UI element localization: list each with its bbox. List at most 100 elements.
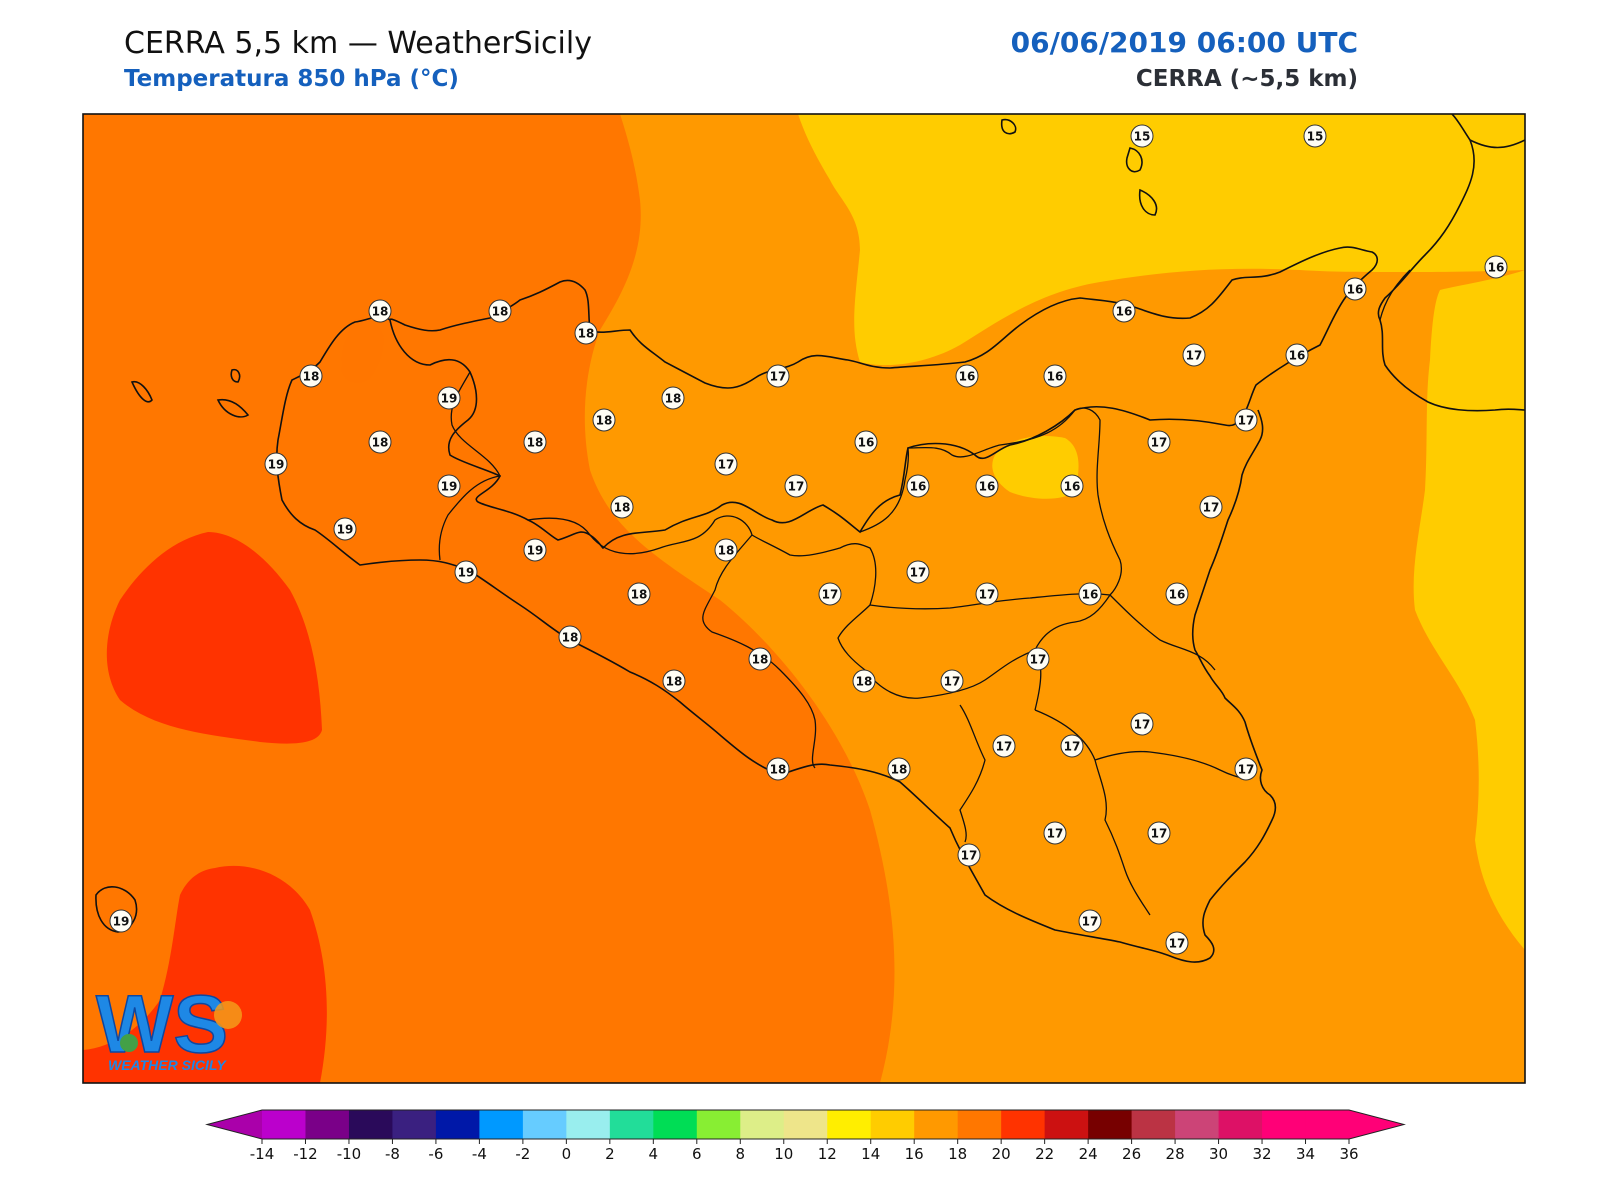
station-marker: 18 <box>662 669 686 693</box>
colorbar-tick-label: 0 <box>562 1145 572 1163</box>
station-marker-circle <box>940 669 964 693</box>
station-marker-circle <box>1165 931 1189 955</box>
band-20-22-southwest <box>83 865 327 1083</box>
station-marker: 15 <box>1303 124 1327 148</box>
station-marker-circle <box>1234 408 1258 432</box>
station-value: 17 <box>822 588 839 602</box>
station-marker: 17 <box>1234 757 1258 781</box>
station-marker: 18 <box>748 647 772 671</box>
border-catania-ragusa-siracusa <box>1034 709 1151 916</box>
colorbar-tick-label: 32 <box>1252 1145 1271 1163</box>
station-value: 16 <box>1289 349 1306 363</box>
station-marker-circle <box>748 647 772 671</box>
logo-globe-icon <box>120 1034 138 1052</box>
coastline <box>95 114 1525 963</box>
colorbar-cell <box>1044 1110 1089 1139</box>
vulcano-island <box>1138 188 1158 216</box>
station-marker-circle <box>1285 343 1309 367</box>
station-marker: 19 <box>454 560 478 584</box>
colorbar-tick-label: 36 <box>1339 1145 1358 1163</box>
station-value: 17 <box>1151 827 1168 841</box>
station-marker: 17 <box>818 582 842 606</box>
station-marker: 17 <box>1182 343 1206 367</box>
station-value: 16 <box>858 436 875 450</box>
station-marker-circle <box>887 757 911 781</box>
station-marker: 16 <box>906 474 930 498</box>
station-value: 17 <box>1082 915 1099 929</box>
map-frame <box>82 113 1526 1084</box>
station-marker-circle <box>714 538 738 562</box>
colorbar-cell <box>1218 1110 1263 1139</box>
station-marker-circle <box>1043 821 1067 845</box>
colorbar-cell <box>1088 1110 1133 1139</box>
station-value: 15 <box>1134 130 1151 144</box>
station-value: 18 <box>752 653 769 667</box>
station-marker-circle <box>661 386 685 410</box>
temperature-field <box>83 114 1525 1083</box>
colorbar-cell <box>435 1110 480 1139</box>
border-trapani-palermo <box>438 371 501 561</box>
station-marker: 17 <box>957 843 981 867</box>
station-marker-circle <box>906 474 930 498</box>
station-value: 17 <box>996 740 1013 754</box>
station-marker: 19 <box>437 386 461 410</box>
border-calabria <box>1379 269 1411 321</box>
station-value: 16 <box>1347 283 1364 297</box>
station-value: 18 <box>372 436 389 450</box>
station-marker-circle <box>1026 647 1050 671</box>
station-marker-circle <box>852 669 876 693</box>
station-marker: 19 <box>333 517 357 541</box>
station-value: 17 <box>788 480 805 494</box>
station-marker-circle <box>818 582 842 606</box>
station-marker: 15 <box>1130 124 1154 148</box>
station-value: 17 <box>718 458 735 472</box>
station-marker-circle <box>1130 124 1154 148</box>
station-marker-circle <box>975 474 999 498</box>
station-value: 18 <box>303 370 320 384</box>
station-marker: 18 <box>368 299 392 323</box>
station-value: 16 <box>1116 305 1133 319</box>
border-catania-siracusa <box>1094 750 1246 779</box>
station-marker-circle <box>1130 712 1154 736</box>
station-marker: 16 <box>1343 277 1367 301</box>
station-marker-circle <box>610 495 634 519</box>
colorbar-tick-label: -8 <box>385 1145 400 1163</box>
colorbar-cell <box>914 1110 959 1139</box>
station-value: 17 <box>1030 653 1047 667</box>
sicily-coastline <box>275 246 1379 963</box>
pantelleria-island <box>95 886 138 933</box>
station-value: 16 <box>1169 588 1186 602</box>
station-marker-circle <box>1199 495 1223 519</box>
station-marker: 17 <box>1147 430 1171 454</box>
station-marker: 18 <box>523 430 547 454</box>
station-value: 19 <box>268 458 285 472</box>
colorbar-tick-label: 6 <box>692 1145 702 1163</box>
valid-time-label: 06/06/2019 06:00 UTC <box>1010 26 1358 59</box>
colorbar-cell <box>479 1110 524 1139</box>
border-messina-enna <box>859 407 1122 596</box>
station-marker: 18 <box>558 625 582 649</box>
station-value: 17 <box>1238 763 1255 777</box>
station-marker-circle <box>264 452 288 476</box>
station-value: 16 <box>959 370 976 384</box>
model-resolution-label: CERRA (~5,5 km) <box>1135 66 1358 92</box>
station-marker-circle <box>627 582 651 606</box>
colorbar-cell <box>1175 1110 1220 1139</box>
colorbar-cell <box>392 1110 437 1139</box>
colorbar-tick-label: -10 <box>337 1145 362 1163</box>
station-value: 17 <box>961 849 978 863</box>
station-marker-circle <box>784 474 808 498</box>
station-marker-circle <box>1147 821 1171 845</box>
band-14-16-east <box>1413 270 1525 950</box>
colorbar-cell <box>566 1110 611 1139</box>
colorbar-tick-label: -14 <box>250 1145 275 1163</box>
logo-ws-mark: WS <box>96 979 228 1070</box>
station-value: 18 <box>562 631 579 645</box>
station-marker-circle <box>558 625 582 649</box>
station-marker-circle <box>333 517 357 541</box>
colorbar-tick-label: -12 <box>293 1145 318 1163</box>
station-marker-circle <box>1112 299 1136 323</box>
station-marker: 18 <box>661 386 685 410</box>
colorbar-ticks: -14 -12 -10 -8 -6 -4 -2 0 2 4 6 8 10 12 14 16 18 20 22 24 26… <box>250 1139 1359 1163</box>
